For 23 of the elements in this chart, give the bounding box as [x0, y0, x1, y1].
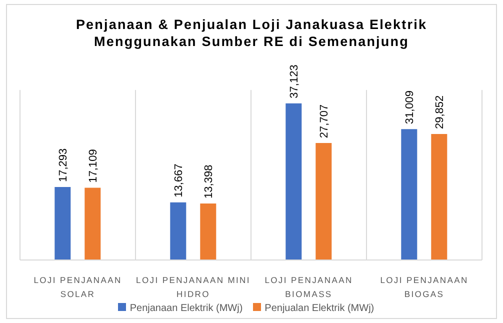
data-label: 29,852 [434, 95, 446, 130]
legend-label: Penjualan Elektrik (MWj) [264, 303, 374, 314]
bar [54, 187, 71, 260]
bar [401, 129, 418, 260]
x-tick-label: LOJI PENJANAAN SOLAR [34, 275, 122, 299]
data-label: 31,009 [404, 90, 416, 124]
data-label: 13,667 [173, 164, 186, 198]
x-tick-label: LOJI PENJANAAN MINI HIDRO [136, 275, 250, 299]
chart-title: Penjanaan & Penjualan Loji Janakuasa Elektrik Menggunakan Sumber RE di Semenanjung [74, 16, 428, 50]
bar [170, 202, 186, 260]
data-label: 27,707 [318, 104, 331, 138]
x-tick-label: LOJI PENJANAAN BIOGAS [380, 275, 468, 299]
data-label: 17,293 [58, 148, 70, 182]
bar [431, 134, 448, 260]
data-label: 37,123 [288, 64, 301, 98]
bar [200, 203, 216, 260]
bar [316, 143, 332, 260]
data-label: 17,109 [88, 149, 100, 183]
bar [286, 103, 302, 260]
data-label: 13,398 [203, 164, 216, 198]
bar [84, 188, 101, 260]
legend-label: Penjanaan Elektrik (MWj) [130, 303, 243, 314]
x-tick-label: LOJI PENJANAAN BIOMASS [264, 275, 353, 299]
